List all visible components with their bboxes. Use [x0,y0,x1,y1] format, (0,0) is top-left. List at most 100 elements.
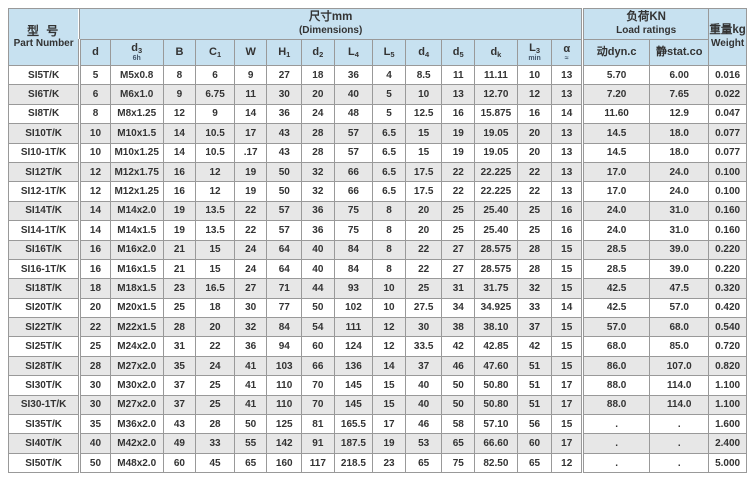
cell-C1: 12 [195,181,235,202]
cell-d3: M14x1.5 [109,220,164,241]
cell-d2: 44 [301,278,335,299]
cell-L4: 124 [333,336,374,357]
cell-H1: 84 [266,317,303,338]
cell-part: SI10T/K [7,123,81,144]
cell-d2: 70 [301,375,335,396]
cell-dyn_c: . [581,452,651,474]
cell-W: 65 [233,452,268,474]
cell-part: SI22T/K [7,317,81,338]
cell-alpha: 13 [551,181,584,202]
cell-C1: 6 [195,64,235,86]
cell-weight: 1.100 [708,375,747,396]
cell-d2: 60 [301,336,335,357]
cell-L5: 23 [372,452,406,474]
col-header-B: B [162,39,197,66]
cell-dyn_c: . [581,433,651,454]
cell-d5: 25 [441,200,476,222]
cell-d3: M18x1.5 [109,278,164,299]
cell-C1: 20 [195,317,235,338]
cell-d: 50 [78,452,111,474]
cell-stat_co: 18.0 [649,142,710,163]
cell-d4: 37 [404,355,443,377]
table-body: SI5T/K 5 M5x0.8 8 6 9 27 18 36 4 8.5 11 11.11 10 13 5.7… [7,64,747,474]
cell-dk: 12.70 [474,84,518,105]
cell-dk: 25.40 [474,220,518,241]
cell-C1: 25 [195,375,235,396]
cell-alpha: 12 [551,452,584,474]
cell-weight: 0.100 [708,161,747,183]
cell-W: .17 [233,142,268,163]
cell-d4: 22 [404,239,443,260]
cell-dk: 15.875 [474,103,518,125]
cell-dk: 22.225 [474,181,518,202]
cell-d5: 19 [441,123,476,144]
cell-H1: 57 [266,200,303,222]
cell-W: 14 [233,103,268,125]
cell-W: 17 [233,123,268,144]
cell-d: 30 [78,375,111,396]
dimensions-header-en: (Dimensions) [298,24,363,36]
cell-L4: 57 [333,142,374,163]
cell-L3: 10 [516,64,553,86]
cell-dk: 31.75 [474,278,518,299]
cell-H1: 71 [266,278,303,299]
cell-d2: 28 [301,123,335,144]
cell-dyn_c: 17.0 [581,161,651,183]
cell-weight: 0.820 [708,355,747,377]
cell-part: SI25T/K [7,336,81,357]
cell-stat_co: 85.0 [649,336,710,357]
table-row: SI6T/K 6 M6x1.0 9 6.75 11 30 20 40 5 10 13 12.70 12 13… [7,84,747,105]
cell-d: 6 [78,84,111,105]
cell-L3: 20 [516,123,553,144]
cell-part: SI12-1T/K [7,181,81,202]
col-header-L4: L4 [333,39,374,66]
cell-d2: 18 [301,64,335,86]
cell-W: 41 [233,355,268,377]
cell-d3: M6x1.0 [109,84,164,105]
cell-weight: 0.220 [708,239,747,260]
cell-d3: M12x1.75 [109,161,164,183]
cell-B: 37 [162,394,197,416]
cell-d5: 65 [441,433,476,454]
cell-L3: 32 [516,278,553,299]
cell-L4: 84 [333,239,374,260]
cell-L4: 111 [333,317,374,338]
cell-weight: 0.220 [708,258,747,280]
cell-L3: 60 [516,433,553,454]
cell-weight: 0.720 [708,336,747,357]
cell-W: 24 [233,239,268,260]
cell-d2: 24 [301,103,335,125]
cell-L3: 22 [516,161,553,183]
cell-part: SI18T/K [7,278,81,299]
cell-L4: 36 [333,64,374,86]
col-header-dyn-c: 动dyn.c [581,39,651,66]
cell-d3: M16x2.0 [109,239,164,260]
cell-dyn_c: 14.5 [581,123,651,144]
cell-stat_co: 24.0 [649,161,710,183]
cell-dyn_c: 24.0 [581,200,651,222]
table-row: SI16-1T/K 16 M16x1.5 21 15 24 64 40 84 8 22 27 28.57… [7,258,747,280]
cell-dyn_c: 57.0 [581,317,651,338]
cell-part: SI5T/K [7,64,81,86]
cell-H1: 43 [266,142,303,163]
cell-B: 8 [162,64,197,86]
cell-stat_co: 6.00 [649,64,710,86]
cell-d4: 46 [404,414,443,435]
cell-C1: 15 [195,258,235,280]
cell-C1: 28 [195,414,235,435]
cell-d4: 53 [404,433,443,454]
table-row: SI8T/K 8 M8x1.25 12 9 14 36 24 48 5 12.5 16 15.875 16… [7,103,747,125]
cell-d2: 40 [301,239,335,260]
table-row: SI10T/K 10 M10x1.5 14 10.5 17 43 28 57 6.5 15 19 19.… [7,123,747,144]
cell-d4: 40 [404,375,443,396]
table-header: 型 号 Part Number 尺寸mm (Dimensions) 负荷KN L… [7,8,747,66]
cell-W: 41 [233,394,268,416]
cell-d5: 22 [441,161,476,183]
cell-C1: 10.5 [195,123,235,144]
cell-alpha: 15 [551,278,584,299]
cell-L3: 42 [516,336,553,357]
cell-B: 21 [162,258,197,280]
cell-part: SI30-1T/K [7,394,81,416]
cell-weight: 0.320 [708,278,747,299]
cell-B: 25 [162,297,197,319]
